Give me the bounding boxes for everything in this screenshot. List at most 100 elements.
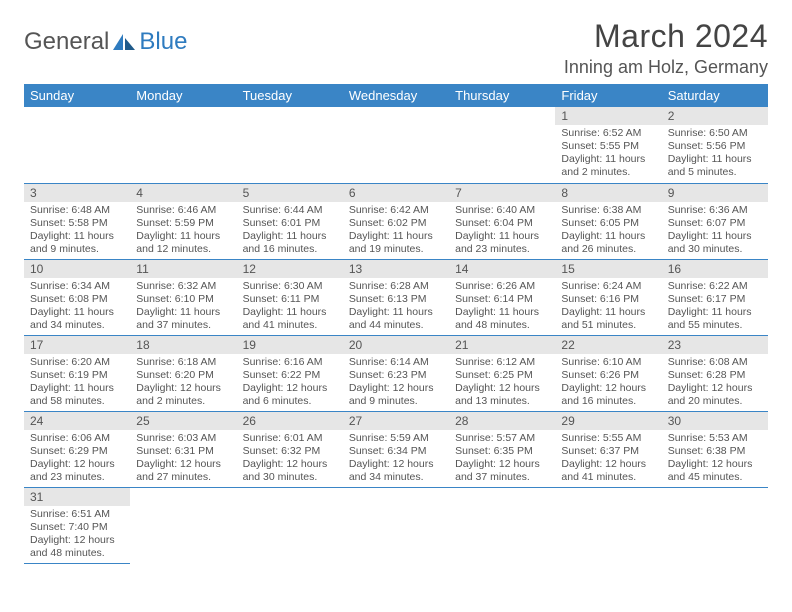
day-number: 26 <box>237 412 343 430</box>
calendar-cell: 12Sunrise: 6:30 AMSunset: 6:11 PMDayligh… <box>237 259 343 335</box>
calendar-cell: 22Sunrise: 6:10 AMSunset: 6:26 PMDayligh… <box>555 335 661 411</box>
day-details: Sunrise: 6:10 AMSunset: 6:26 PMDaylight:… <box>555 354 661 411</box>
day-number: 28 <box>449 412 555 430</box>
month-year: March 2024 <box>564 18 768 55</box>
day-number: 5 <box>237 184 343 202</box>
title-block: March 2024 Inning am Holz, Germany <box>564 18 768 78</box>
calendar-cell: 14Sunrise: 6:26 AMSunset: 6:14 PMDayligh… <box>449 259 555 335</box>
day-number: 13 <box>343 260 449 278</box>
calendar-cell: 15Sunrise: 6:24 AMSunset: 6:16 PMDayligh… <box>555 259 661 335</box>
calendar-cell: 13Sunrise: 6:28 AMSunset: 6:13 PMDayligh… <box>343 259 449 335</box>
day-number: 14 <box>449 260 555 278</box>
calendar-cell: 1Sunrise: 6:52 AMSunset: 5:55 PMDaylight… <box>555 107 661 183</box>
day-number: 10 <box>24 260 130 278</box>
calendar-cell: 28Sunrise: 5:57 AMSunset: 6:35 PMDayligh… <box>449 411 555 487</box>
day-number: 15 <box>555 260 661 278</box>
day-details: Sunrise: 6:03 AMSunset: 6:31 PMDaylight:… <box>130 430 236 487</box>
calendar-cell: 9Sunrise: 6:36 AMSunset: 6:07 PMDaylight… <box>662 183 768 259</box>
day-number: 3 <box>24 184 130 202</box>
day-details: Sunrise: 6:06 AMSunset: 6:29 PMDaylight:… <box>24 430 130 487</box>
day-number: 27 <box>343 412 449 430</box>
calendar-cell: 25Sunrise: 6:03 AMSunset: 6:31 PMDayligh… <box>130 411 236 487</box>
logo-text-blue: Blue <box>139 28 187 56</box>
calendar-cell: 20Sunrise: 6:14 AMSunset: 6:23 PMDayligh… <box>343 335 449 411</box>
day-details: Sunrise: 6:26 AMSunset: 6:14 PMDaylight:… <box>449 278 555 335</box>
calendar-cell <box>449 487 555 563</box>
day-details: Sunrise: 6:42 AMSunset: 6:02 PMDaylight:… <box>343 202 449 259</box>
day-number: 4 <box>130 184 236 202</box>
page-header: General Blue March 2024 Inning am Holz, … <box>24 18 768 78</box>
calendar-cell <box>24 107 130 183</box>
day-details: Sunrise: 5:57 AMSunset: 6:35 PMDaylight:… <box>449 430 555 487</box>
day-details: Sunrise: 6:40 AMSunset: 6:04 PMDaylight:… <box>449 202 555 259</box>
calendar-cell: 7Sunrise: 6:40 AMSunset: 6:04 PMDaylight… <box>449 183 555 259</box>
day-details: Sunrise: 6:01 AMSunset: 6:32 PMDaylight:… <box>237 430 343 487</box>
calendar-cell: 24Sunrise: 6:06 AMSunset: 6:29 PMDayligh… <box>24 411 130 487</box>
calendar-cell: 26Sunrise: 6:01 AMSunset: 6:32 PMDayligh… <box>237 411 343 487</box>
logo-sail-icon <box>111 32 137 57</box>
calendar-cell: 10Sunrise: 6:34 AMSunset: 6:08 PMDayligh… <box>24 259 130 335</box>
day-details: Sunrise: 6:08 AMSunset: 6:28 PMDaylight:… <box>662 354 768 411</box>
day-details: Sunrise: 6:20 AMSunset: 6:19 PMDaylight:… <box>24 354 130 411</box>
day-header: Saturday <box>662 84 768 107</box>
location: Inning am Holz, Germany <box>564 57 768 78</box>
day-number: 6 <box>343 184 449 202</box>
day-details: Sunrise: 5:53 AMSunset: 6:38 PMDaylight:… <box>662 430 768 487</box>
day-details: Sunrise: 6:38 AMSunset: 6:05 PMDaylight:… <box>555 202 661 259</box>
day-number: 25 <box>130 412 236 430</box>
day-number: 8 <box>555 184 661 202</box>
calendar-cell <box>555 487 661 563</box>
calendar-cell: 29Sunrise: 5:55 AMSunset: 6:37 PMDayligh… <box>555 411 661 487</box>
day-number: 16 <box>662 260 768 278</box>
day-details: Sunrise: 6:28 AMSunset: 6:13 PMDaylight:… <box>343 278 449 335</box>
calendar-cell: 27Sunrise: 5:59 AMSunset: 6:34 PMDayligh… <box>343 411 449 487</box>
day-details: Sunrise: 6:44 AMSunset: 6:01 PMDaylight:… <box>237 202 343 259</box>
logo: General Blue <box>24 28 187 57</box>
day-number: 1 <box>555 107 661 125</box>
calendar-cell <box>449 107 555 183</box>
day-number: 31 <box>24 488 130 506</box>
day-details: Sunrise: 6:12 AMSunset: 6:25 PMDaylight:… <box>449 354 555 411</box>
day-details: Sunrise: 5:55 AMSunset: 6:37 PMDaylight:… <box>555 430 661 487</box>
day-details: Sunrise: 6:18 AMSunset: 6:20 PMDaylight:… <box>130 354 236 411</box>
day-details: Sunrise: 6:36 AMSunset: 6:07 PMDaylight:… <box>662 202 768 259</box>
day-number: 19 <box>237 336 343 354</box>
day-details: Sunrise: 5:59 AMSunset: 6:34 PMDaylight:… <box>343 430 449 487</box>
calendar-cell: 11Sunrise: 6:32 AMSunset: 6:10 PMDayligh… <box>130 259 236 335</box>
calendar-cell: 30Sunrise: 5:53 AMSunset: 6:38 PMDayligh… <box>662 411 768 487</box>
day-header: Thursday <box>449 84 555 107</box>
day-number: 29 <box>555 412 661 430</box>
day-number: 11 <box>130 260 236 278</box>
logo-text-general: General <box>24 28 109 56</box>
day-number: 24 <box>24 412 130 430</box>
calendar-cell: 17Sunrise: 6:20 AMSunset: 6:19 PMDayligh… <box>24 335 130 411</box>
calendar-cell: 21Sunrise: 6:12 AMSunset: 6:25 PMDayligh… <box>449 335 555 411</box>
day-number: 2 <box>662 107 768 125</box>
calendar-cell: 3Sunrise: 6:48 AMSunset: 5:58 PMDaylight… <box>24 183 130 259</box>
day-header: Wednesday <box>343 84 449 107</box>
day-details: Sunrise: 6:50 AMSunset: 5:56 PMDaylight:… <box>662 125 768 182</box>
calendar-cell: 4Sunrise: 6:46 AMSunset: 5:59 PMDaylight… <box>130 183 236 259</box>
day-number: 21 <box>449 336 555 354</box>
calendar-table: SundayMondayTuesdayWednesdayThursdayFrid… <box>24 84 768 564</box>
calendar-cell: 2Sunrise: 6:50 AMSunset: 5:56 PMDaylight… <box>662 107 768 183</box>
calendar-cell <box>237 487 343 563</box>
day-number: 23 <box>662 336 768 354</box>
day-details: Sunrise: 6:52 AMSunset: 5:55 PMDaylight:… <box>555 125 661 182</box>
day-details: Sunrise: 6:48 AMSunset: 5:58 PMDaylight:… <box>24 202 130 259</box>
day-number: 12 <box>237 260 343 278</box>
day-number: 7 <box>449 184 555 202</box>
calendar-cell: 5Sunrise: 6:44 AMSunset: 6:01 PMDaylight… <box>237 183 343 259</box>
calendar-cell: 23Sunrise: 6:08 AMSunset: 6:28 PMDayligh… <box>662 335 768 411</box>
calendar-cell: 6Sunrise: 6:42 AMSunset: 6:02 PMDaylight… <box>343 183 449 259</box>
calendar-cell: 8Sunrise: 6:38 AMSunset: 6:05 PMDaylight… <box>555 183 661 259</box>
day-details: Sunrise: 6:32 AMSunset: 6:10 PMDaylight:… <box>130 278 236 335</box>
day-number: 20 <box>343 336 449 354</box>
calendar-cell: 19Sunrise: 6:16 AMSunset: 6:22 PMDayligh… <box>237 335 343 411</box>
day-number: 30 <box>662 412 768 430</box>
day-number: 17 <box>24 336 130 354</box>
calendar-cell <box>237 107 343 183</box>
calendar-cell <box>130 107 236 183</box>
day-details: Sunrise: 6:14 AMSunset: 6:23 PMDaylight:… <box>343 354 449 411</box>
calendar-cell <box>130 487 236 563</box>
